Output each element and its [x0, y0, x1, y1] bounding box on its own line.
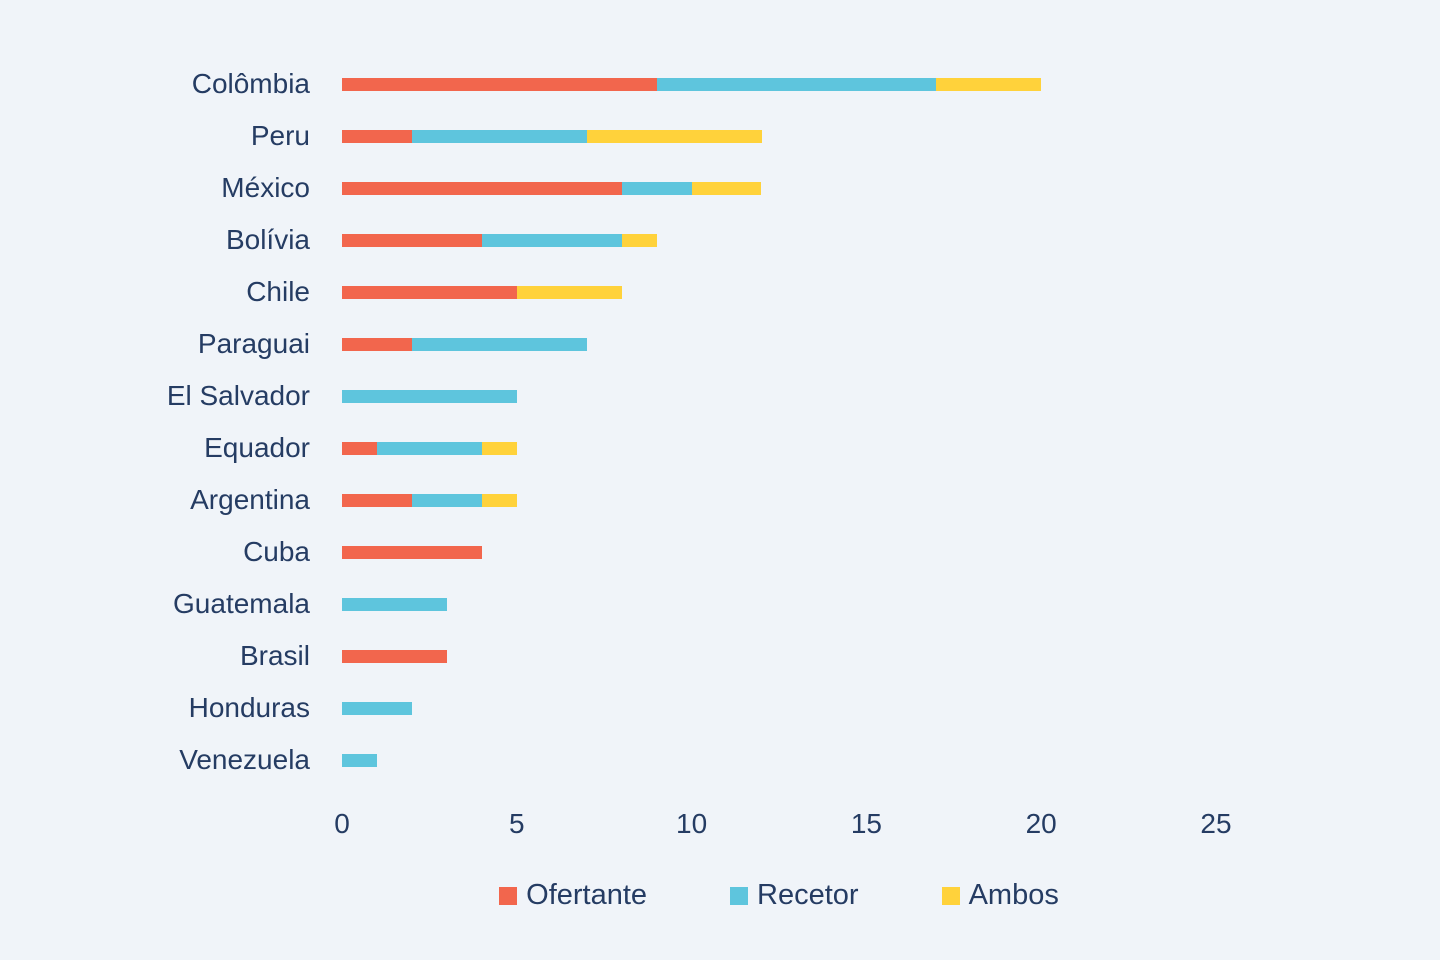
category-label: Venezuela [179, 744, 310, 775]
legend-label-ofertante: Ofertante [526, 879, 648, 911]
category-label: Chile [246, 276, 310, 307]
bar-segment-ofertante[interactable] [342, 285, 517, 299]
chart-row-bolivia: Bolívia [0, 214, 1216, 266]
legend-label-recetor: Recetor [757, 879, 859, 911]
chart-row-paraguai: Paraguai [0, 318, 1216, 370]
bar-segment-ambos[interactable] [586, 129, 762, 143]
bar-track [342, 389, 1216, 403]
legend-swatch-recetor-icon [730, 886, 749, 905]
bar-track [342, 597, 1216, 611]
bar-segment-ofertante[interactable] [342, 649, 447, 663]
legend-item-ofertante[interactable]: Ofertante [499, 879, 647, 912]
bar-segment-recetor[interactable] [481, 233, 622, 247]
bar-segment-recetor[interactable] [342, 389, 517, 403]
category-label: Peru [250, 120, 310, 151]
bar-segment-ofertante[interactable] [342, 181, 622, 195]
category-label: Argentina [190, 484, 310, 515]
category-label: Colômbia [191, 68, 310, 99]
chart-row-chile: Chile [0, 266, 1216, 318]
bar-segment-recetor[interactable] [342, 597, 447, 611]
bar-segment-recetor[interactable] [411, 337, 587, 351]
bar-track [342, 181, 1216, 195]
bar-segment-ambos[interactable] [516, 285, 622, 299]
bar-track [342, 649, 1216, 663]
bar-segment-ofertante[interactable] [342, 493, 412, 507]
bar-segment-ofertante[interactable] [342, 545, 482, 559]
bar-segment-recetor[interactable] [411, 129, 587, 143]
chart-row-colombia: Colômbia [0, 58, 1216, 110]
bar-track [342, 233, 1216, 247]
plot-area: Colômbia Peru México Bolívia Chile Paraguai El… [0, 58, 1216, 786]
bar-segment-recetor[interactable] [376, 441, 482, 455]
chart-row-honduras: Honduras [0, 682, 1216, 734]
legend-item-ambos[interactable]: Ambos [941, 879, 1059, 912]
x-axis: 0 5 10 15 20 25 [0, 808, 1440, 848]
category-label: Honduras [188, 692, 310, 723]
bar-track [342, 285, 1216, 299]
x-tick-label: 0 [334, 808, 350, 839]
chart-row-equador: Equador [0, 422, 1216, 474]
category-label: Bolívia [225, 224, 310, 255]
bar-segment-recetor[interactable] [342, 701, 412, 715]
bar-segment-ambos[interactable] [621, 233, 657, 247]
bar-track [342, 129, 1216, 143]
legend-label-ambos: Ambos [968, 879, 1059, 911]
bar-segment-ofertante[interactable] [342, 441, 377, 455]
bar-track [342, 753, 1216, 767]
bar-track [342, 701, 1216, 715]
category-label: Equador [204, 432, 310, 463]
category-label: México [221, 172, 310, 203]
bar-segment-recetor[interactable] [621, 181, 692, 195]
bar-track [342, 493, 1216, 507]
chart-row-el-salvador: El Salvador [0, 370, 1216, 422]
bar-segment-ambos[interactable] [481, 441, 517, 455]
x-tick-label: 20 [1025, 808, 1057, 839]
bar-segment-recetor[interactable] [656, 77, 937, 91]
bar-track [342, 337, 1216, 351]
x-tick-label: 5 [509, 808, 525, 839]
category-label: Brasil [239, 640, 310, 671]
bar-segment-ofertante[interactable] [342, 233, 482, 247]
bar-segment-ambos[interactable] [481, 493, 517, 507]
legend-item-recetor[interactable]: Recetor [730, 879, 859, 912]
legend: Ofertante Recetor Ambos [342, 879, 1216, 912]
bar-track [342, 77, 1216, 91]
bar-track [342, 441, 1216, 455]
category-label: Cuba [243, 536, 310, 567]
legend-swatch-ofertante-icon [499, 886, 518, 905]
bar-segment-ambos[interactable] [936, 77, 1042, 91]
bar-segment-ofertante[interactable] [342, 337, 412, 351]
chart-row-guatemala: Guatemala [0, 578, 1216, 630]
x-tick-label: 25 [1200, 808, 1232, 839]
chart-row-cuba: Cuba [0, 526, 1216, 578]
x-tick-label: 10 [676, 808, 708, 839]
chart-row-venezuela: Venezuela [0, 734, 1216, 786]
category-label: Guatemala [173, 588, 310, 619]
chart-row-argentina: Argentina [0, 474, 1216, 526]
bar-segment-recetor[interactable] [411, 493, 482, 507]
bar-segment-recetor[interactable] [342, 753, 377, 767]
chart-row-mexico: México [0, 162, 1216, 214]
x-tick-label: 15 [850, 808, 882, 839]
chart-row-brasil: Brasil [0, 630, 1216, 682]
legend-swatch-ambos-icon [941, 886, 960, 905]
bar-segment-ofertante[interactable] [342, 129, 412, 143]
chart-row-peru: Peru [0, 110, 1216, 162]
category-label: El Salvador [166, 380, 310, 411]
bar-track [342, 545, 1216, 559]
category-label: Paraguai [197, 328, 310, 359]
bar-segment-ambos[interactable] [691, 181, 762, 195]
bar-segment-ofertante[interactable] [342, 77, 657, 91]
